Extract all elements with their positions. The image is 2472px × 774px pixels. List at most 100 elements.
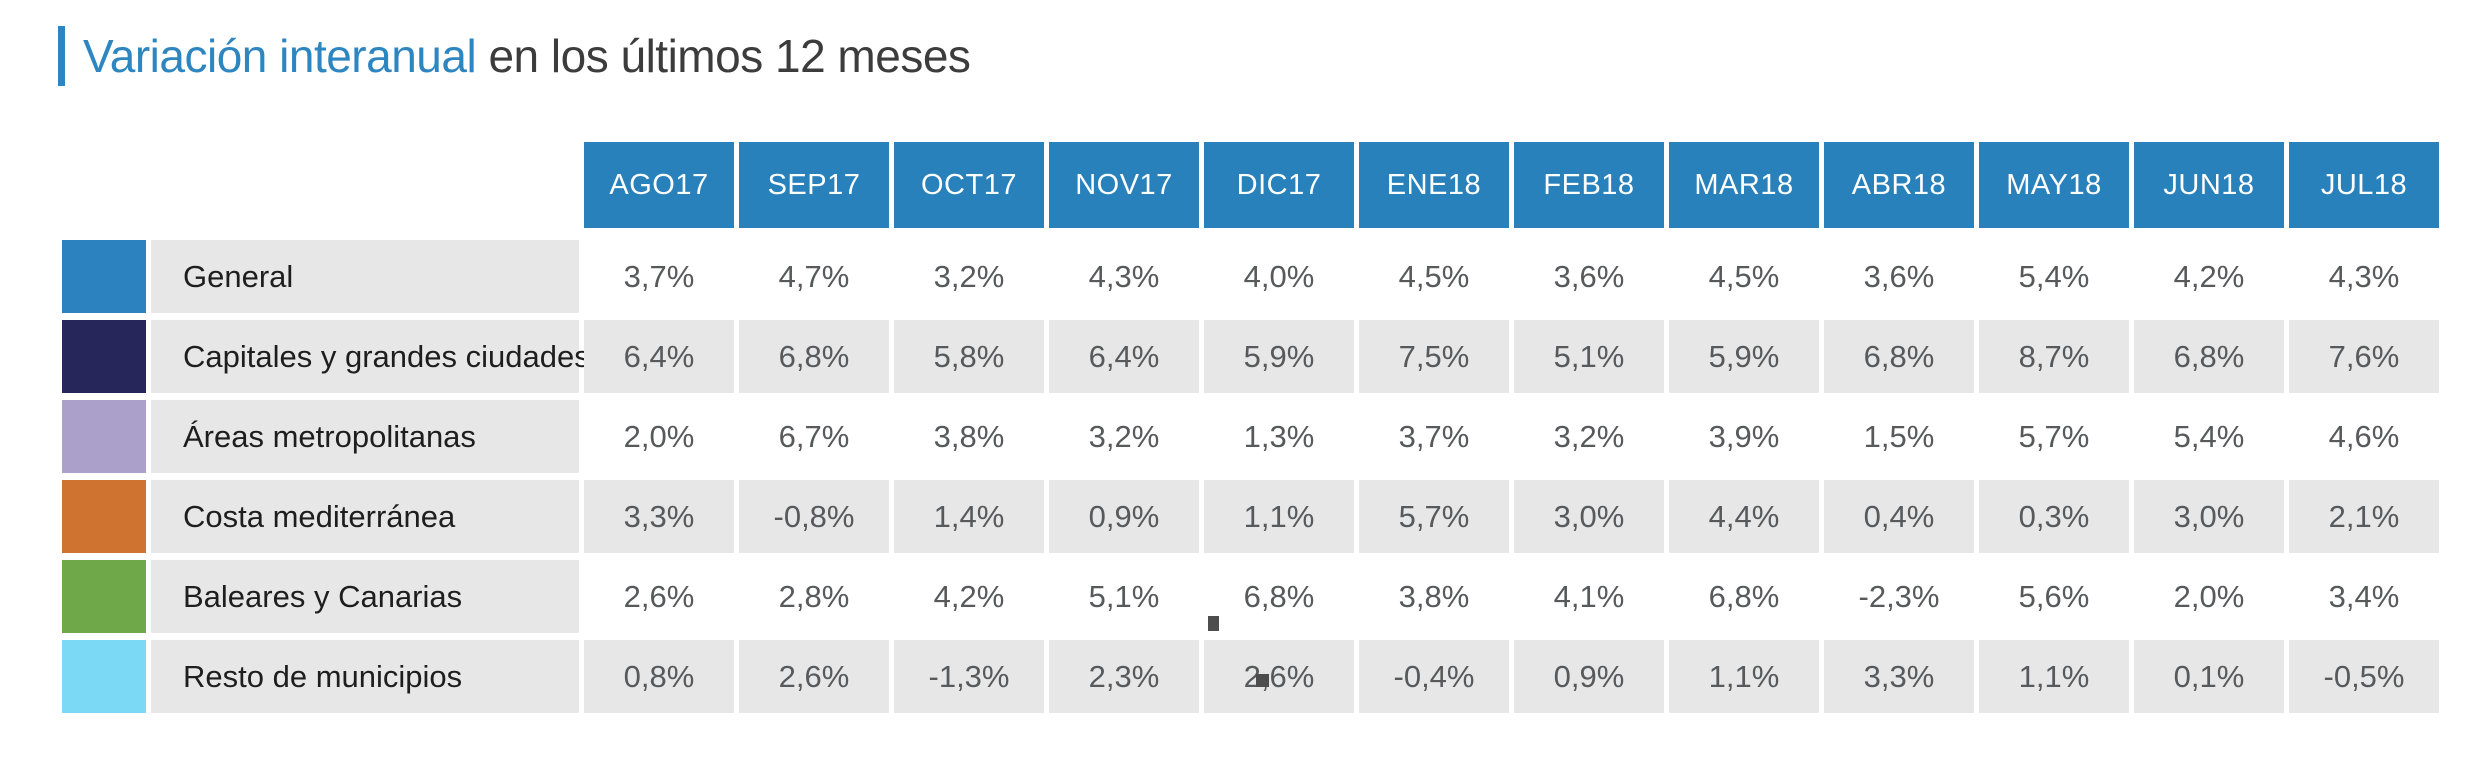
value-cell: 4,5% <box>1708 258 1780 294</box>
title-rest: en los últimos 12 meses <box>476 30 971 82</box>
value-cell: 4,1% <box>1553 578 1625 614</box>
month-header-cell: ENE18 <box>1359 142 1509 228</box>
value-cell: 0,4% <box>1824 480 1974 553</box>
month-header-cell: SEP17 <box>739 142 889 228</box>
month-header-cell: DIC17 <box>1204 142 1354 228</box>
value-cell: 3,0% <box>1514 480 1664 553</box>
value-cell: 4,3% <box>1088 258 1160 294</box>
value-cell: 5,1% <box>1088 578 1160 614</box>
month-header-cell: JUL18 <box>2289 142 2439 228</box>
row-label: Áreas metropolitanas <box>151 400 579 473</box>
row-label: Capitales y grandes ciudades <box>151 320 590 393</box>
title-text: Variación interanual en los últimos 12 m… <box>83 29 971 83</box>
value-cell: 1,5% <box>1863 418 1935 454</box>
value-cell: 6,8% <box>1824 320 1974 393</box>
header-spacer <box>151 142 579 228</box>
value-cell: 6,4% <box>1049 320 1199 393</box>
value-cell: 3,6% <box>1863 258 1935 294</box>
stray-mark-2 <box>1256 674 1269 687</box>
value-cell: 2,1% <box>2289 480 2439 553</box>
value-cell: 4,7% <box>778 258 850 294</box>
value-cell: 0,1% <box>2134 640 2284 713</box>
value-cell: 3,0% <box>2134 480 2284 553</box>
month-header-cell: FEB18 <box>1514 142 1664 228</box>
value-cell: 0,9% <box>1514 640 1664 713</box>
value-cell: 8,7% <box>1979 320 2129 393</box>
month-header-cell: OCT17 <box>894 142 1044 228</box>
title-accent-bar <box>58 26 65 86</box>
value-cell: 3,7% <box>623 258 695 294</box>
value-cell: 7,6% <box>2289 320 2439 393</box>
row-color-swatch <box>62 240 146 313</box>
row-color-swatch <box>62 640 146 713</box>
row-label: Resto de municipios <box>151 640 579 713</box>
value-cell: 1,4% <box>894 480 1044 553</box>
row-color-swatch <box>62 400 146 473</box>
month-header-cell: NOV17 <box>1049 142 1199 228</box>
value-cell: 1,3% <box>1243 418 1315 454</box>
value-cell: -2,3% <box>1858 578 1940 614</box>
value-cell: 6,8% <box>2134 320 2284 393</box>
value-cell: 6,8% <box>1243 578 1315 614</box>
value-cell: 3,2% <box>1088 418 1160 454</box>
row-label: General <box>151 240 579 313</box>
value-cell: 2,6% <box>623 578 695 614</box>
value-cell: 3,6% <box>1553 258 1625 294</box>
row-color-swatch <box>62 480 146 553</box>
value-cell: 0,9% <box>1049 480 1199 553</box>
value-cell: 5,7% <box>1359 480 1509 553</box>
value-cell: 0,8% <box>584 640 734 713</box>
value-cell: 4,6% <box>2328 418 2400 454</box>
value-cell: 5,6% <box>2018 578 2090 614</box>
value-cell: 3,3% <box>584 480 734 553</box>
value-cell: 2,6% <box>739 640 889 713</box>
value-cell: 7,5% <box>1359 320 1509 393</box>
month-header-cell: ABR18 <box>1824 142 1974 228</box>
row-label: Costa mediterránea <box>151 480 579 553</box>
value-cell: 2,8% <box>778 578 850 614</box>
header-spacer <box>62 142 146 228</box>
value-cell: 2,3% <box>1049 640 1199 713</box>
value-cell: 3,9% <box>1708 418 1780 454</box>
value-cell: -1,3% <box>894 640 1044 713</box>
value-cell: 6,8% <box>739 320 889 393</box>
value-cell: 0,3% <box>1979 480 2129 553</box>
value-cell: 3,8% <box>1398 578 1470 614</box>
value-cell: 2,0% <box>623 418 695 454</box>
value-cell: 1,1% <box>1669 640 1819 713</box>
title-highlight: Variación interanual <box>83 30 477 82</box>
value-cell: -0,5% <box>2289 640 2439 713</box>
row-color-swatch <box>62 560 146 633</box>
value-cell: 3,2% <box>933 258 1005 294</box>
data-table-body: General 3,7% 4,7% 3,2% 4,3% 4,0% 4,5% 3,6% 4,5% 3… <box>62 240 2439 713</box>
value-cell: 2,0% <box>2173 578 2245 614</box>
value-cell: 3,4% <box>2328 578 2400 614</box>
value-cell: 4,3% <box>2328 258 2400 294</box>
value-cell: 6,8% <box>1708 578 1780 614</box>
value-cell: 5,9% <box>1669 320 1819 393</box>
value-cell: 4,2% <box>933 578 1005 614</box>
value-cell: -0,8% <box>739 480 889 553</box>
page-title: Variación interanual en los últimos 12 m… <box>58 26 971 86</box>
row-color-swatch <box>62 320 146 393</box>
stray-mark-1 <box>1208 616 1219 631</box>
value-cell: 4,5% <box>1398 258 1470 294</box>
value-cell: -0,4% <box>1359 640 1509 713</box>
value-cell: 4,0% <box>1243 258 1315 294</box>
value-cell: 3,2% <box>1553 418 1625 454</box>
month-header-cell: AGO17 <box>584 142 734 228</box>
value-cell: 5,4% <box>2018 258 2090 294</box>
value-cell: 5,7% <box>2018 418 2090 454</box>
value-cell: 5,8% <box>894 320 1044 393</box>
value-cell: 4,2% <box>2173 258 2245 294</box>
month-header-row: AGO17 SEP17 OCT17 NOV17 DIC17 ENE18 FEB18 MAR18… <box>62 142 2439 228</box>
value-cell: 3,3% <box>1824 640 1974 713</box>
value-cell: 5,9% <box>1204 320 1354 393</box>
row-label: Baleares y Canarias <box>151 560 579 633</box>
month-header-cell: MAR18 <box>1669 142 1819 228</box>
value-cell: 3,7% <box>1398 418 1470 454</box>
value-cell: 5,4% <box>2173 418 2245 454</box>
value-cell: 5,1% <box>1514 320 1664 393</box>
value-cell: 1,1% <box>1204 480 1354 553</box>
